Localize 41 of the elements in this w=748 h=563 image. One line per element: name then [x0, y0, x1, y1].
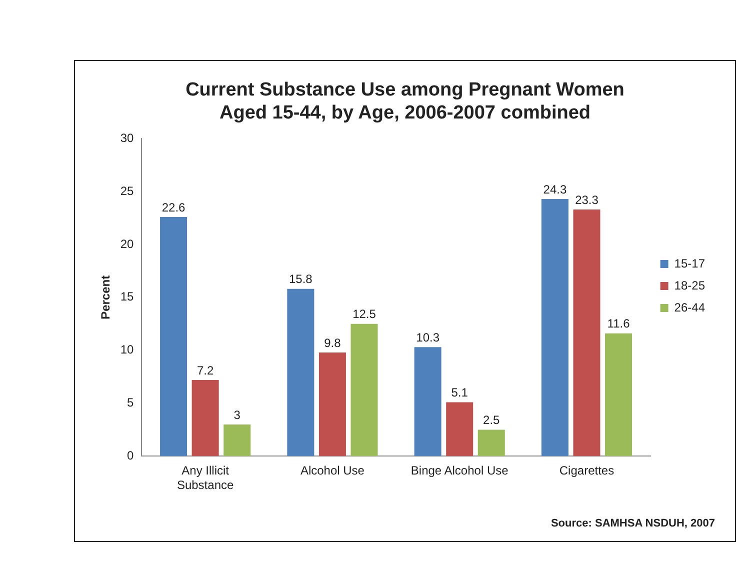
- y-tick-label: 20: [120, 236, 134, 251]
- x-tick-label: Binge Alcohol Use: [410, 464, 509, 478]
- legend-label: 26-44: [674, 300, 706, 314]
- bar: [573, 210, 600, 456]
- y-tick-label: 25: [120, 184, 134, 198]
- data-label: 5.1: [451, 386, 468, 400]
- bar: [224, 424, 251, 456]
- chart-title: Current Substance Use among Pregnant Women Aged 15-44, by Age, 2006-2007 combined: [186, 80, 624, 124]
- data-label: 23.3: [575, 192, 599, 207]
- y-tick-label: 5: [127, 396, 134, 410]
- data-label: 3: [234, 408, 241, 422]
- bar: [414, 347, 442, 456]
- source-note: Source: SAMHSA NSDUH, 2007: [550, 518, 715, 530]
- data-label: 22.6: [162, 200, 186, 214]
- bar: [318, 352, 346, 456]
- y-tick-label: 10: [120, 342, 134, 357]
- legend-label: 18-25: [674, 278, 706, 292]
- y-tick-label: 30: [120, 130, 134, 145]
- bar: [541, 198, 568, 456]
- bar: [605, 333, 632, 456]
- legend-label: 15-17: [674, 256, 706, 270]
- x-tick-label: Any Illicit Substance: [176, 464, 234, 492]
- data-label: 10.3: [416, 330, 440, 344]
- bar: [478, 430, 505, 456]
- data-label: 15.8: [288, 272, 313, 286]
- bar: [192, 380, 219, 456]
- y-tick-label: 0: [127, 448, 134, 463]
- x-tick-label: Cigarettes: [559, 464, 614, 478]
- data-label: 9.8: [324, 336, 342, 350]
- bar: [446, 402, 474, 456]
- data-label: 2.5: [483, 413, 500, 428]
- x-tick-label: Alcohol Use: [300, 464, 365, 478]
- data-label: 24.3: [543, 182, 567, 196]
- data-label: 7.2: [196, 363, 214, 378]
- bar: [350, 324, 378, 456]
- bar: [287, 288, 314, 456]
- y-tick-label: 15: [120, 290, 134, 304]
- data-label: 11.6: [607, 316, 630, 331]
- bar: [160, 216, 188, 456]
- data-label: 12.5: [352, 307, 376, 322]
- y-axis-title: Percent: [98, 275, 113, 320]
